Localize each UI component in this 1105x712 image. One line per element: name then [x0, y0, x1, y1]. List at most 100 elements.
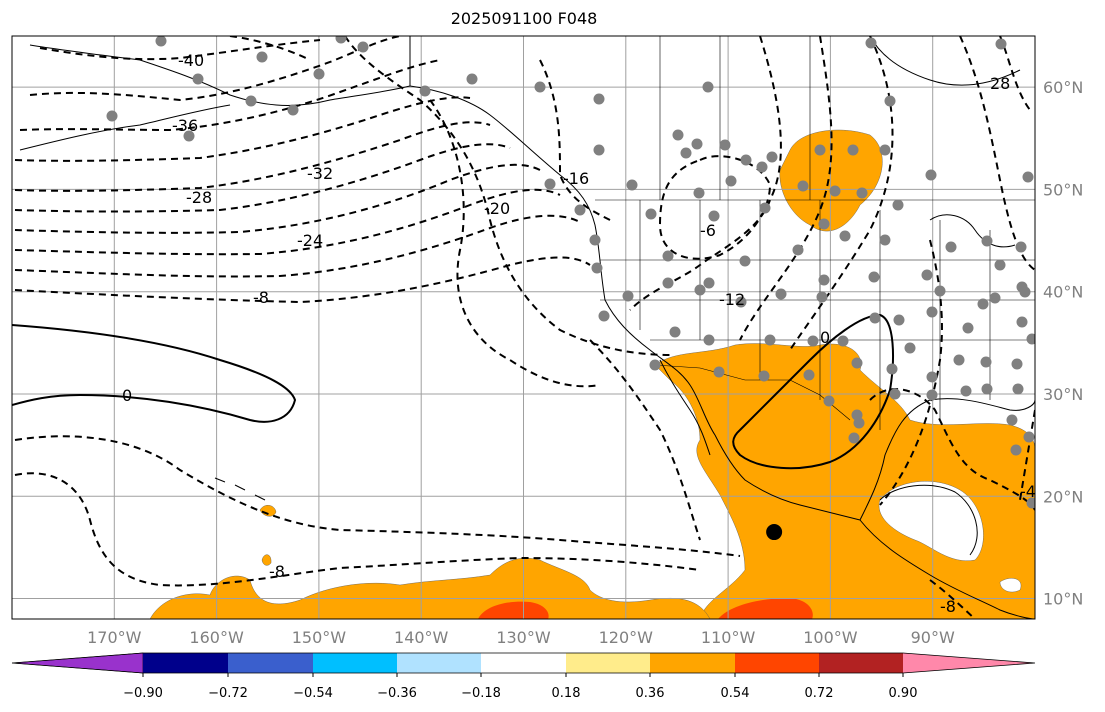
central-america [859, 519, 1035, 619]
lon-label: 130°W [496, 628, 551, 647]
station-dot [977, 298, 989, 310]
station-dot [719, 139, 731, 151]
station-dot [1016, 316, 1028, 328]
station-dot [693, 187, 705, 199]
station-dot [847, 144, 859, 156]
alaska-coast [29, 44, 411, 106]
colorbar-segment [566, 653, 650, 673]
station-dot [680, 147, 692, 159]
station-dot [589, 234, 601, 246]
colorbar-segment [735, 653, 819, 673]
lat-label: 40°N [1043, 283, 1083, 302]
great-lakes [929, 214, 1016, 248]
station-dot [739, 255, 751, 267]
station-dot [740, 154, 752, 166]
contour-label: -40 [178, 51, 204, 70]
contour-label: -12 [719, 290, 745, 309]
na-west-coast [409, 36, 861, 521]
lon-label: 100°W [803, 628, 858, 647]
lat-label: 20°N [1043, 487, 1083, 506]
station-dot [766, 151, 778, 163]
hudson-bay [869, 36, 1021, 86]
station-dot [814, 144, 826, 156]
contour-label: -36 [172, 116, 198, 135]
station-dot [848, 432, 860, 444]
station-dot [892, 199, 904, 211]
unshaded-holes [878, 481, 1022, 593]
colorbar-segment [228, 653, 313, 673]
station-dot [155, 36, 167, 47]
station-dot [593, 93, 605, 105]
hawaii-islands [214, 477, 266, 501]
station-dot [818, 274, 830, 286]
station-dot [1010, 444, 1022, 456]
station-dot [1012, 383, 1024, 395]
longitude-labels: 170°W 160°W 150°W 140°W 130°W 120°W 110°W 100°W… [87, 628, 955, 647]
colorbar-tick-label: 0.54 [721, 686, 750, 701]
station-dot [884, 95, 896, 107]
station-dot [868, 271, 880, 283]
station-dot [886, 363, 898, 375]
station-dot [593, 144, 605, 156]
contour-label: 0 [122, 386, 132, 405]
lat-label: 30°N [1043, 385, 1083, 404]
station-dot [1015, 241, 1027, 253]
orange-region-pacific-south-1 [149, 557, 711, 619]
station-dot [702, 81, 714, 93]
contour-labels: -40-36-32-28-24-20-16-12-8-8-6-400-828 [122, 51, 1035, 616]
contour-label: -6 [700, 221, 716, 240]
station-dot [183, 130, 195, 142]
contour-label: -8 [269, 562, 285, 581]
station-dot [994, 259, 1006, 271]
colorbar [11, 652, 1036, 674]
station-dot [926, 371, 938, 383]
station-dot [945, 241, 957, 253]
station-dot [823, 395, 835, 407]
station-dot [925, 169, 937, 181]
red-region-2 [718, 598, 813, 619]
station-dot [960, 385, 972, 397]
station-dot [792, 244, 804, 256]
observation-stations [106, 36, 1035, 509]
colorbar-extend-high [903, 653, 1035, 673]
station-dot [1026, 333, 1035, 345]
station-dot [1026, 497, 1035, 509]
station-dot [953, 354, 965, 366]
colorbar-segment [481, 653, 566, 673]
station-dot [1022, 171, 1034, 183]
zero-contour-mexico [732, 313, 894, 470]
orange-region-canada [779, 129, 883, 232]
station-dot [816, 291, 828, 303]
station-dot [622, 290, 634, 302]
station-dot [851, 357, 863, 369]
station-dot [759, 202, 771, 214]
station-dot [981, 235, 993, 247]
colorbar-tick-label: −0.36 [377, 686, 417, 701]
contour-label: -8 [253, 288, 269, 307]
contour-label: 28 [990, 74, 1010, 93]
zero-contour-pacific [12, 324, 297, 423]
station-dot [839, 230, 851, 242]
station-dot [893, 314, 905, 326]
yucatan [879, 484, 978, 556]
station-dot [818, 218, 830, 230]
storm-center-dot [766, 524, 783, 541]
lon-label: 160°W [189, 628, 244, 647]
station-dot [245, 95, 257, 107]
station-dot [865, 37, 877, 49]
contour-label: -8 [940, 597, 956, 616]
station-dot [797, 180, 809, 192]
colorbar-tick-label: −0.72 [208, 686, 248, 701]
station-dot [756, 161, 768, 173]
station-dot [869, 312, 881, 324]
station-dot [989, 292, 1001, 304]
station-dot [287, 104, 299, 116]
colorbar-segment [143, 653, 228, 673]
orange-region-mexico-pacific [654, 343, 1035, 619]
red-region-1 [478, 601, 549, 619]
colorbar-segment [313, 653, 397, 673]
station-dot [1006, 414, 1018, 426]
station-dot [694, 284, 706, 296]
aleutians [19, 104, 231, 151]
